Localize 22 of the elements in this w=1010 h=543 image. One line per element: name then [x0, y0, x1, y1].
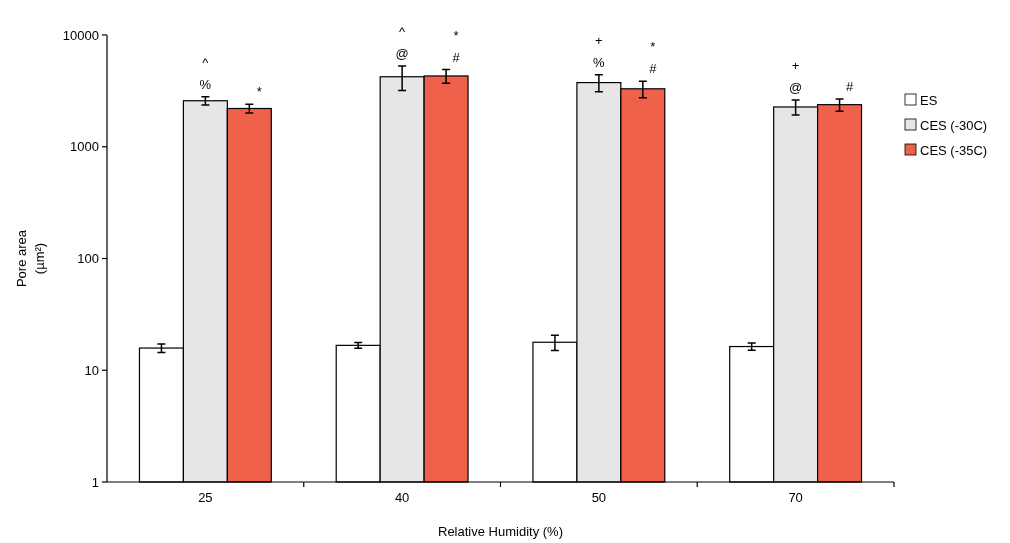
x-tick-label: 50	[591, 490, 607, 505]
data-label: ^ %	[199, 54, 212, 92]
data-label: ^ @	[395, 24, 409, 61]
x-tick-label: 25	[198, 490, 213, 505]
data-label: + @	[789, 58, 803, 95]
data-label: * #	[452, 27, 461, 65]
data-label: *	[256, 84, 262, 100]
y-tick-label: 1000	[70, 139, 99, 155]
y-tick-label: 100	[77, 251, 99, 267]
legend-label: CES (-30C)	[920, 117, 988, 133]
x-tick-label: 70	[788, 490, 803, 505]
y-tick-label: 1	[91, 474, 99, 490]
y-tick-label: 10	[84, 362, 99, 378]
x-axis-title: Relative Humidity (%)	[438, 524, 563, 539]
legend-label: ES	[920, 92, 938, 108]
data-label: #	[845, 78, 854, 94]
x-tick-label: 40	[394, 490, 410, 505]
y-axis-title: Pore area (µm²)	[14, 229, 47, 288]
y-tick-label: 10000	[62, 27, 99, 43]
data-label: * #	[649, 39, 658, 77]
legend-label: CES (-35C)	[920, 142, 988, 158]
data-label: + %	[593, 32, 606, 70]
